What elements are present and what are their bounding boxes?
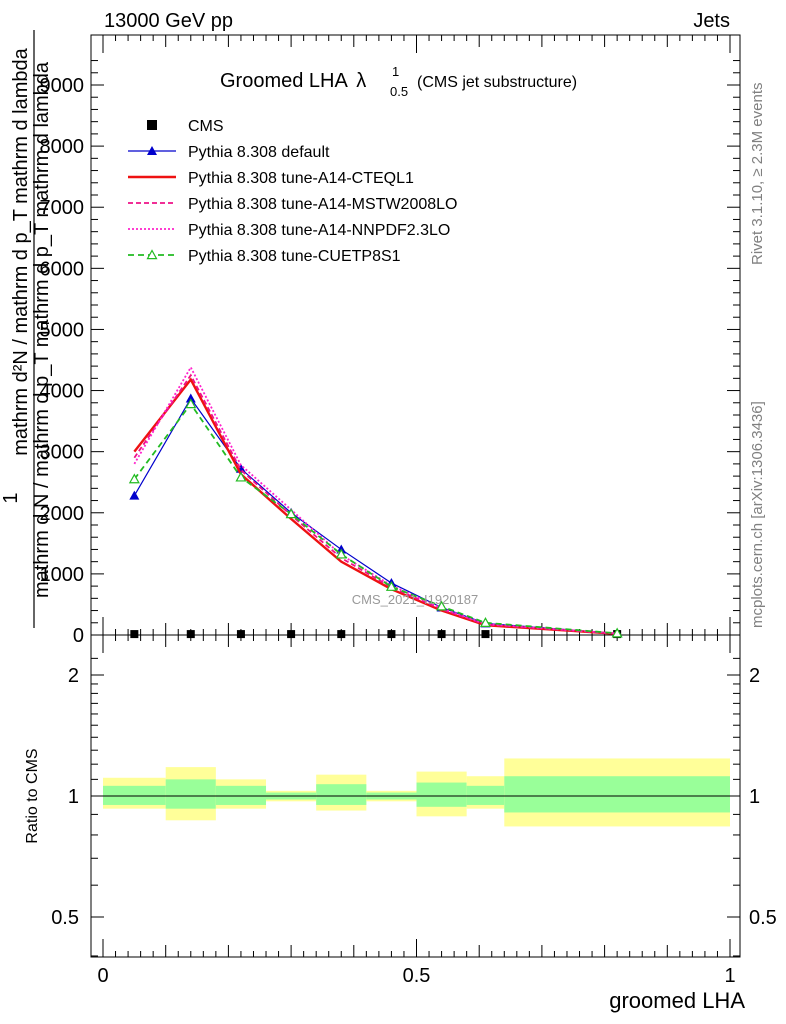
x-tick-label: 1 [724,965,735,987]
legend-label: Pythia 8.308 tune-A14-NNPDF2.3LO [188,222,450,239]
legend-label: CMS [188,118,224,135]
legend-symbol [147,120,157,130]
svg-text:Groomed LHA λ: Groomed LHA λ [220,70,366,92]
ratio-tick-label-right: 0.5 [749,907,777,929]
ratio-tick-label-left: 1 [68,786,79,808]
series-pythia-8-308-tune-cuetp8s1 [128,398,623,638]
header-process: 13000 GeV pp [104,10,233,32]
mcplots-reference-text: mcplots.cern.ch [arXiv:1306.3436] [749,401,766,628]
plot-title: Groomed LHA λ 1 0.5 (CMS jet substructur… [220,64,577,99]
ratio-tick-label-left: 2 [68,665,79,687]
main-y-axis-label: 1 mathrm d²N / mathrm d p_T mathrm d lam… [0,30,53,628]
legend-entry: Pythia 8.308 tune-A14-MSTW2008LO [128,196,457,213]
y-tick-label: 8000 [40,136,85,158]
cms-point [236,630,245,639]
ratio-band-inner [466,785,505,805]
y-tick-label: 6000 [40,258,85,280]
y-tick-label: 7000 [40,197,85,219]
data-point [335,548,347,559]
data-point [129,490,140,500]
y-tick-label: 5000 [40,319,85,341]
data-point [285,508,297,519]
ratio-band-inner [416,782,467,807]
cms-point [437,630,446,639]
legend-label: Pythia 8.308 default [188,144,330,161]
ratio-band-inner [165,779,216,809]
cms-point [186,630,195,639]
cms-point [287,630,296,639]
main-y-ticks: 0 1000 2000 3000 4000 5000 6000 7000 8000 9000 [40,60,740,647]
legend-entry: CMS [147,118,224,135]
legend-entry: Pythia 8.308 tune-A14-NNPDF2.3LO [128,222,450,239]
cms-point [387,630,396,639]
cms-point [481,630,490,639]
x-tick-label: 0 [97,965,108,987]
y-tick-label: 3000 [40,442,85,464]
ratio-band-inner [215,785,267,805]
ylabel-overlay: mathrm d²N / mathrm d p_T mathrm d lambd… [10,47,32,455]
x-ticks: 0 0.5 1 [97,35,736,987]
header-category: Jets [693,10,730,32]
ratio-tick-label-right: 1 [749,786,760,808]
cms-point [130,630,139,639]
ratio-band-inner [504,776,730,813]
title-suffix: (CMS jet substructure) [417,74,577,91]
ratio-y-ticks: 0.5 0.5 1 1 2 2 [51,657,777,957]
y-tick-label: 4000 [40,381,85,403]
data-point [479,617,491,627]
x-axis-label: groomed LHA [609,988,745,1013]
ratio-bands [103,758,730,827]
series-cms [130,630,622,639]
data-point [385,580,397,591]
legend-label: Pythia 8.308 tune-CUETP8S1 [188,248,401,265]
legend-entry: Pythia 8.308 default [128,144,330,161]
legend-label: Pythia 8.308 tune-A14-MSTW2008LO [188,196,457,213]
data-point [235,471,247,482]
y-tick-label: 1000 [40,564,85,586]
data-point [185,398,197,409]
title-sub: 0.5 [390,84,408,99]
ylabel-numerator: 1 [0,492,22,503]
title-lambda: λ [356,70,366,92]
y-tick-label: 9000 [40,75,85,97]
legend-entry: Pythia 8.308 tune-CUETP8S1 [128,248,401,265]
cms-point [337,630,346,639]
series-line [133,402,618,635]
ratio-band-inner [316,784,367,805]
title-text: Groomed LHA [220,70,348,92]
series-layer [128,365,623,639]
x-tick-label: 0.5 [403,965,431,987]
rivet-version-text: Rivet 3.1.10, ≥ 2.3M events [749,83,766,266]
legend-marker [146,249,158,260]
y-tick-label: 0 [73,625,84,647]
legend-marker [147,146,157,155]
data-point [611,627,623,638]
legend-entry: Pythia 8.308 tune-A14-CTEQL1 [128,170,414,187]
data-point [185,393,196,403]
y-tick-label: 2000 [40,503,85,525]
legend: CMS Pythia 8.308 default Pythia 8.308 tune… [128,118,457,265]
ratio-tick-label-right: 2 [749,665,760,687]
ylabel-denominator: mathrm d N / mathrm d p_T mathrm d p_T m… [31,61,53,598]
title-sup: 1 [392,64,399,79]
ratio-band-inner [103,785,166,805]
ratio-y-label: Ratio to CMS [24,748,41,843]
data-point [436,600,448,611]
ratio-tick-label-left: 0.5 [51,907,79,929]
legend-label: Pythia 8.308 tune-A14-CTEQL1 [188,170,414,187]
analysis-watermark: CMS_2021_I1920187 [352,592,479,607]
data-point [128,473,140,484]
